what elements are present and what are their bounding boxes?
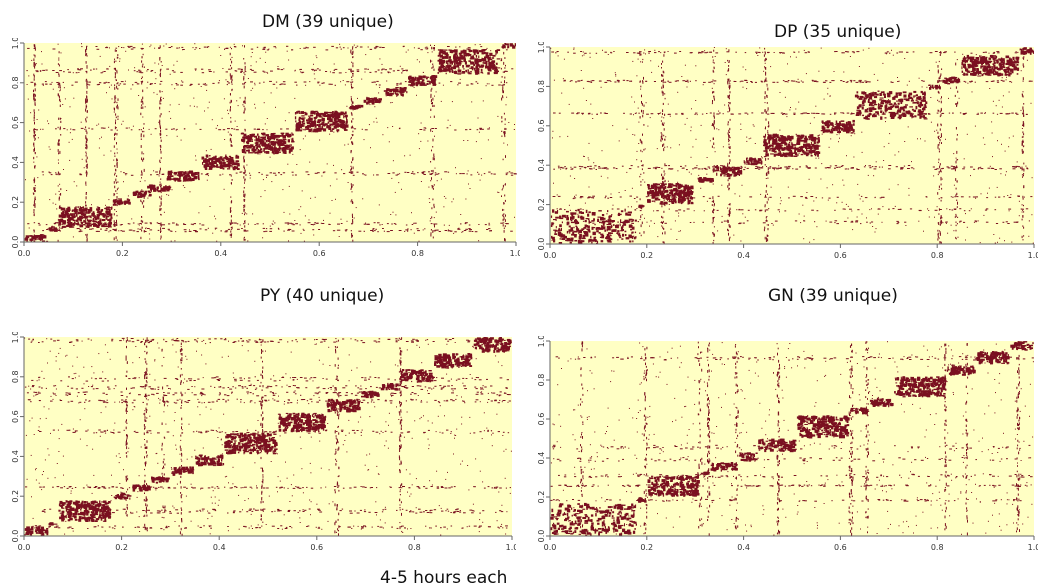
x-tick-label: 0.8 xyxy=(931,543,944,552)
y-tick-label: 0.0 xyxy=(11,530,20,543)
y-tick-label: 0.4 xyxy=(537,452,546,465)
y-tick-label: 0.6 xyxy=(11,410,20,423)
x-tick-label: 0.4 xyxy=(737,251,750,260)
y-tick-label: 0.2 xyxy=(11,490,20,503)
y-tick-label: 0.4 xyxy=(11,450,20,463)
x-tick-label: 0.6 xyxy=(834,543,847,552)
x-tick-label: 1.0 xyxy=(1028,543,1038,552)
x-tick-label: 0.0 xyxy=(18,543,31,552)
x-tick-label: 1.0 xyxy=(506,543,516,552)
heatmap-dm: 0.0 0.2 0.4 0.6 0.8 1.0 0.0 0.2 0.4 0.6 0.8 1.0 xyxy=(10,38,520,264)
y-tick-label: 1.0 xyxy=(11,38,20,49)
x-tick-label: 0.2 xyxy=(116,249,129,258)
y-tick-label: 0.8 xyxy=(537,374,546,387)
x-tick-label: 0.6 xyxy=(834,251,847,260)
heatmap-py: 0.0 0.2 0.4 0.6 0.8 1.0 0.0 0.2 0.4 0.6 0.8 1.0 xyxy=(10,332,516,558)
x-tick-label: 0.8 xyxy=(411,249,424,258)
y-tick-label: 0.2 xyxy=(537,198,546,211)
panel-title-dp: DP (35 unique) xyxy=(774,22,901,42)
y-tick-label: 1.0 xyxy=(537,336,546,347)
x-tick-label: 0.2 xyxy=(640,543,653,552)
x-tick-label: 0.0 xyxy=(544,543,557,552)
panel-title-gn: GN (39 unique) xyxy=(768,286,898,306)
y-tick-label: 0.0 xyxy=(537,530,546,543)
footer-caption: 4-5 hours each xyxy=(380,568,507,588)
y-tick-label: 0.6 xyxy=(537,413,546,426)
cluster-block xyxy=(384,87,408,97)
panel-title-dm: DM (39 unique) xyxy=(262,12,394,32)
y-tick-label: 0.8 xyxy=(11,76,20,89)
x-tick-label: 0.6 xyxy=(310,543,323,552)
x-tick-label: 0.0 xyxy=(544,251,557,260)
x-tick-label: 0.2 xyxy=(115,543,128,552)
x-tick-label: 0.6 xyxy=(313,249,326,258)
y-tick-label: 0.4 xyxy=(537,159,546,172)
x-tick-label: 0.8 xyxy=(931,251,944,260)
x-tick-label: 1.0 xyxy=(510,249,520,258)
y-tick-label: 0.0 xyxy=(11,236,20,249)
y-tick-label: 0.0 xyxy=(537,238,546,251)
heatmap-gn: 0.0 0.2 0.4 0.6 0.8 1.0 0.0 0.2 0.4 0.6 0.8 1.0 xyxy=(536,336,1038,558)
x-tick-label: 0.0 xyxy=(18,249,31,258)
y-tick-label: 0.8 xyxy=(537,80,546,93)
y-tick-label: 1.0 xyxy=(537,42,546,53)
heatmap-dp: 0.0 0.2 0.4 0.6 0.8 1.0 0.0 0.2 0.4 0.6 0.8 1.0 xyxy=(536,42,1038,266)
x-tick-label: 0.8 xyxy=(408,543,421,552)
y-tick-label: 0.2 xyxy=(11,196,20,209)
y-tick-label: 0.6 xyxy=(11,116,20,129)
panel-title-py: PY (40 unique) xyxy=(260,286,384,306)
x-tick-label: 0.4 xyxy=(213,543,226,552)
x-tick-label: 0.4 xyxy=(214,249,227,258)
y-tick-label: 0.4 xyxy=(11,156,20,169)
y-tick-label: 1.0 xyxy=(11,332,20,343)
y-tick-label: 0.2 xyxy=(537,491,546,504)
cluster-block xyxy=(739,452,758,461)
y-tick-label: 0.8 xyxy=(11,370,20,383)
x-tick-label: 1.0 xyxy=(1028,251,1038,260)
x-tick-label: 0.2 xyxy=(640,251,653,260)
y-tick-label: 0.6 xyxy=(537,119,546,132)
cluster-block xyxy=(894,376,947,397)
x-tick-label: 0.4 xyxy=(737,543,750,552)
